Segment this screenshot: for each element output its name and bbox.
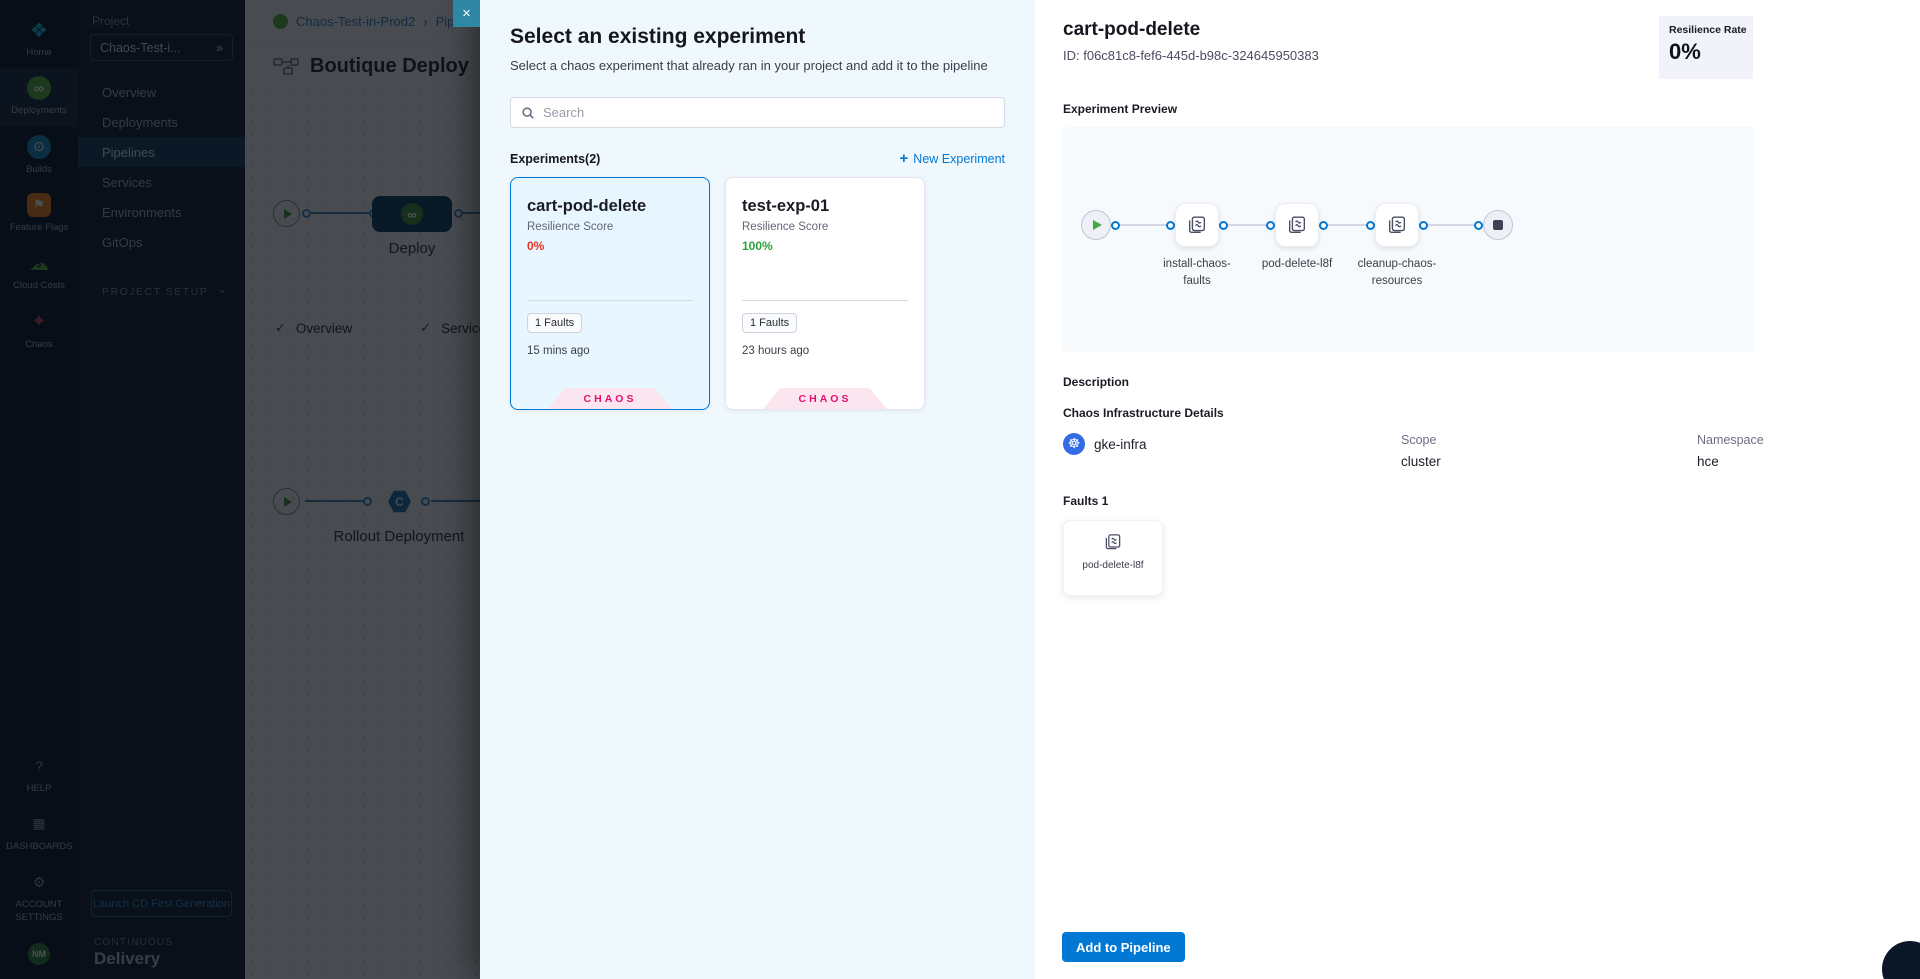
infrastructure-details-label: Chaos Infrastructure Details	[1063, 406, 1224, 420]
connector-line	[1120, 224, 1166, 226]
description-label: Description	[1063, 375, 1130, 389]
experiment-cards: cart-pod-delete Resilience Score 0% 1 Fa…	[510, 177, 1005, 410]
play-icon	[1093, 220, 1102, 230]
connector-dot	[1219, 220, 1228, 230]
connector-dot	[1266, 220, 1275, 230]
stop-icon	[1493, 220, 1503, 230]
preview-start-node	[1081, 210, 1111, 240]
faults-label: Faults 1	[1063, 494, 1109, 508]
resilience-score-value: 100%	[742, 239, 773, 253]
experiment-card-test-exp-01[interactable]: test-exp-01 Resilience Score 100% 1 Faul…	[725, 177, 925, 410]
experiment-id: ID: f06c81c8-fef6-445d-b98c-324645950383	[1063, 48, 1319, 63]
chaos-brand-ribbon: CHAOS	[548, 388, 672, 409]
experiment-title: cart-pod-delete	[1063, 19, 1201, 40]
experiments-header-row: Experiments(2) + New Experiment	[510, 150, 1005, 167]
kubernetes-icon: ☸	[1063, 433, 1085, 455]
chaos-fault-icon	[1175, 203, 1219, 247]
preview-step-cleanup: cleanup-chaos-resources	[1358, 203, 1436, 287]
faults-badge: 1 Faults	[527, 313, 583, 333]
close-icon[interactable]: ×	[453, 0, 480, 27]
resilience-rate-value: 0%	[1669, 39, 1701, 64]
preview-pipeline: install-chaos-faults pod-delete-l8f	[1081, 203, 1513, 287]
add-to-pipeline-button[interactable]: Add to Pipeline	[1062, 932, 1185, 962]
experiment-details-panel: cart-pod-delete ID: f06c81c8-fef6-445d-b…	[1035, 0, 1920, 979]
divider	[742, 300, 908, 301]
connector-line	[1328, 224, 1366, 226]
connector-dot	[1166, 220, 1175, 230]
last-updated: 23 hours ago	[742, 345, 810, 357]
chaos-brand-ribbon: CHAOS	[763, 388, 887, 409]
divider	[527, 300, 693, 301]
search-input[interactable]	[543, 105, 994, 120]
connector-dot	[1111, 220, 1120, 230]
scope-field: Scope cluster	[1401, 433, 1441, 469]
infrastructure-name: ☸ gke-infra	[1063, 433, 1401, 455]
resilience-rate-box: Resilience Rate 0%	[1659, 16, 1753, 79]
fault-card: pod-delete-l8f	[1063, 520, 1163, 596]
connector-dot	[1366, 220, 1375, 230]
search-box	[510, 97, 1005, 128]
search-icon	[522, 106, 534, 119]
preview-end-node	[1483, 210, 1513, 240]
connector-dot	[1419, 220, 1428, 230]
namespace-field: Namespace hce	[1697, 433, 1764, 469]
experiment-list-panel: Select an existing experiment Select a c…	[480, 0, 1035, 979]
modal-title: Select an existing experiment	[510, 25, 806, 48]
chaos-fault-icon	[1105, 534, 1121, 550]
connector-line	[1428, 224, 1474, 226]
chaos-fault-icon	[1275, 203, 1319, 247]
preview-step-install-chaos-faults: install-chaos-faults	[1163, 203, 1231, 287]
experiment-preview-label: Experiment Preview	[1063, 102, 1178, 116]
preview-step-pod-delete: pod-delete-l8f	[1262, 203, 1332, 270]
plus-icon: +	[899, 150, 909, 167]
resilience-score-value: 0%	[527, 239, 545, 253]
faults-badge: 1 Faults	[742, 313, 798, 333]
select-experiment-modal: × Select an existing experiment Select a…	[453, 0, 1920, 979]
modal-subtitle: Select a chaos experiment that already r…	[510, 58, 988, 73]
connector-dot	[1474, 220, 1483, 230]
connector-dot	[1319, 220, 1328, 230]
experiment-preview-panel: install-chaos-faults pod-delete-l8f	[1063, 127, 1754, 352]
last-updated: 15 mins ago	[527, 345, 590, 357]
chaos-fault-icon	[1375, 203, 1419, 247]
experiment-card-cart-pod-delete[interactable]: cart-pod-delete Resilience Score 0% 1 Fa…	[510, 177, 710, 410]
connector-line	[1228, 224, 1266, 226]
infrastructure-row: ☸ gke-infra Scope cluster Namespace hce	[1063, 433, 1892, 469]
new-experiment-button[interactable]: + New Experiment	[899, 150, 1005, 167]
experiments-count-label: Experiments(2)	[510, 151, 601, 166]
